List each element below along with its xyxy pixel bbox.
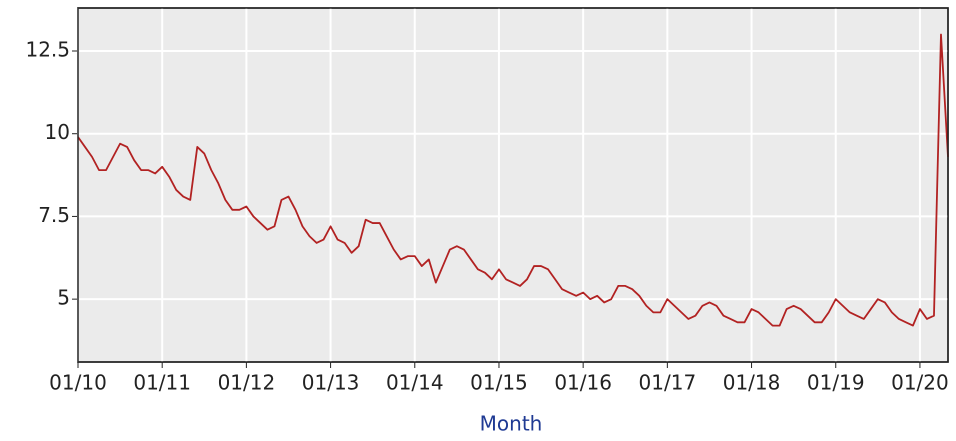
x-tick-label: 01/10 xyxy=(49,371,107,395)
plot-area xyxy=(77,7,949,363)
x-tick-label: 01/16 xyxy=(554,371,612,395)
y-tick-label: 12.5 xyxy=(25,38,70,62)
y-tick-label: 5 xyxy=(57,286,70,310)
x-tick-label: 01/17 xyxy=(639,371,697,395)
x-tick-label: 01/18 xyxy=(723,371,781,395)
y-tick-label: 10 xyxy=(45,120,70,144)
x-tick-label: 01/13 xyxy=(302,371,360,395)
x-axis-label: Month xyxy=(480,412,543,436)
x-tick-label: 01/14 xyxy=(386,371,444,395)
y-tick-label: 7.5 xyxy=(38,203,70,227)
x-tick-label: 01/12 xyxy=(218,371,276,395)
plot-area xyxy=(77,7,949,363)
x-tick-label: 01/19 xyxy=(807,371,865,395)
x-tick-label: 01/20 xyxy=(891,371,949,395)
x-tick-label: 01/15 xyxy=(470,371,528,395)
data-line xyxy=(77,33,949,327)
x-tick-label: 01/11 xyxy=(133,371,191,395)
